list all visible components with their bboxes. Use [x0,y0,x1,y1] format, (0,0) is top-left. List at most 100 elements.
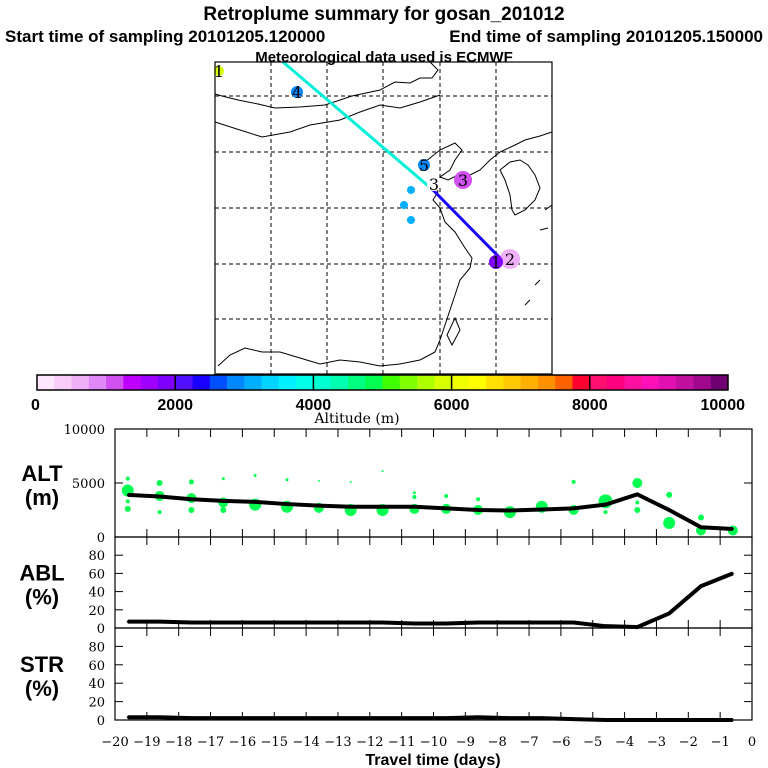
panel-str: 0 20 40 60 80 STR(%) [20,627,753,729]
x-tick-label: −3 [647,735,666,750]
data-point [700,719,703,721]
data-point [445,717,448,720]
start-time: Start time of sampling 20101205.120000 [5,27,325,46]
data-point [126,493,129,496]
x-axis-title: Travel time (days) [365,752,500,768]
altitude-bubble [285,478,289,482]
data-point [445,507,448,510]
y-axis-unit: (%) [25,676,59,701]
y-tick-label: 20 [88,696,105,711]
data-point [477,509,480,511]
map-marker-label: 3 [429,175,439,194]
data-point [540,621,543,624]
colorbar-swatch [175,375,193,390]
data-point [508,621,511,624]
colorbar-swatch [555,375,574,390]
colorbar-swatch [486,375,504,390]
colorbar-swatch [278,375,297,390]
colorbar-swatch [157,375,176,390]
colorbar-swatch [399,375,418,390]
data-point [636,493,639,496]
panel-frame [114,627,753,721]
altitude-bubble [125,476,130,481]
map-marker-label: 3 [458,171,468,190]
series-line-str [127,715,733,722]
data-point [285,621,288,624]
map-marker-dot [407,216,415,224]
y-axis-title: ALT [21,461,63,486]
panel-frame [114,428,753,538]
data-point [285,503,288,506]
altitude-bubble [666,491,673,498]
colorbar-swatch [209,375,228,390]
x-tick-label: −13 [324,735,351,750]
data-point [540,508,543,511]
altitude-bubble [349,480,352,483]
colorbar-swatch [71,375,90,390]
x-tick-label: −2 [679,735,698,750]
data-point [317,621,320,624]
y-tick-label: 60 [88,659,105,674]
x-tick-label: −17 [197,735,224,750]
colorbar-swatch [417,375,435,390]
colorbar-tick-label: 8000 [572,397,608,414]
series-line-abl [127,571,734,630]
colorbar-swatch [710,375,729,390]
coastline-japan [524,204,553,306]
altitude-bubble [635,500,640,505]
data-point [604,625,607,628]
data-point [222,621,225,624]
coastline-taiwan [446,316,461,347]
altitude-bubble [476,497,481,502]
data-point [190,621,193,624]
data-point [413,717,416,720]
altitude-bubble [220,507,227,513]
x-tick-label: −20 [101,735,128,750]
trajectory [282,60,502,260]
y-tick-label: 60 [88,567,105,582]
altitude-bubble [571,479,576,484]
y-tick-label: 0 [97,714,105,729]
x-tick-label: −1 [711,735,730,750]
altitude-bubble [412,491,416,495]
figure-title: Retroplume summary for gosan_201012 [203,4,564,25]
data-point [254,621,257,624]
y-tick-label: 10000 [64,423,105,438]
data-point [349,505,352,508]
altitude-bubble [157,510,162,515]
coastline [217,182,473,367]
altitude-bubble [632,478,643,488]
colorbar-swatch [313,375,332,390]
map-frame [214,61,553,375]
map-marker-label: 5 [419,156,429,175]
coastline-korea [499,159,541,216]
data-point [381,717,384,720]
altitude-bubble [156,480,163,486]
colorbar-swatch [227,375,245,390]
y-tick-label: 5000 [72,477,105,492]
altitude-bubble [317,479,320,482]
altitude-bubble [188,507,195,513]
altitude-bubble [634,507,641,513]
data-point [126,620,129,623]
altitude-bubble [221,477,225,481]
panel-frame [114,536,753,629]
x-tick-label: −11 [388,735,415,750]
data-point [604,719,607,721]
y-tick-label: 40 [88,677,105,692]
altitude-colorbar: 0 2000 4000 6000 8000 10000 [31,374,745,414]
coastline [214,61,439,109]
colorbar-swatch [88,375,107,390]
map-marker-dot [407,186,415,194]
altitude-bubble [188,479,194,485]
data-point [731,572,734,575]
map-marker [214,66,224,76]
end-time: End time of sampling 20101205.150000 [449,27,763,46]
colorbar-tick-label: 2000 [157,397,193,414]
colorbar-swatch [434,375,453,390]
data-point [668,612,671,615]
data-point [668,509,671,511]
